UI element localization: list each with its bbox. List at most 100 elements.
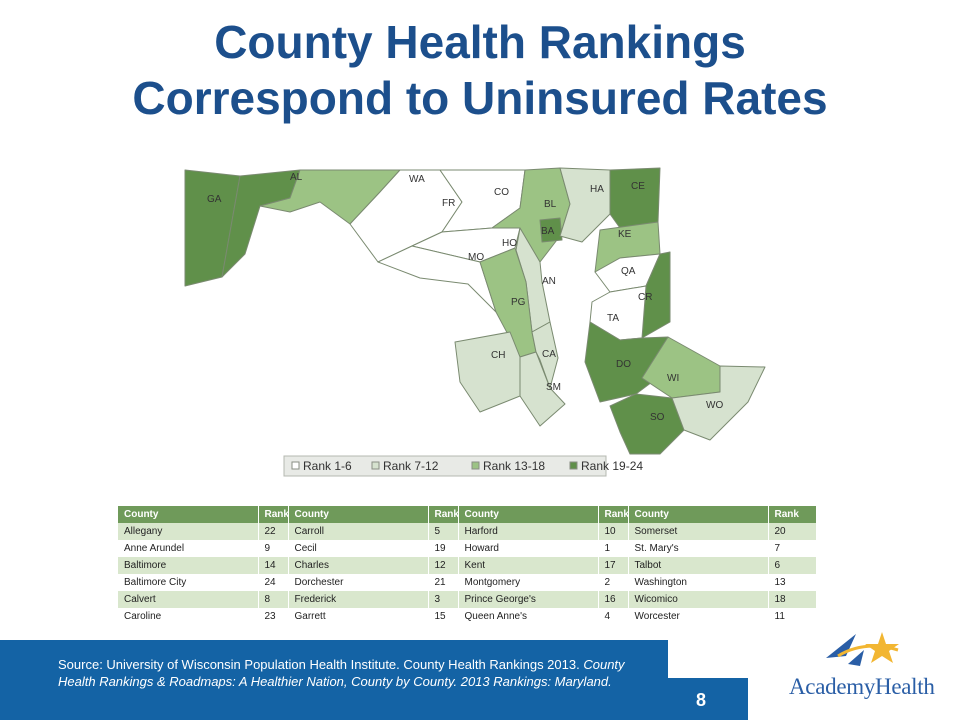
county-label: MO — [468, 252, 484, 263]
county-label: AN — [542, 276, 556, 287]
slide-title-line-2: Correspond to Uninsured Rates — [132, 72, 828, 124]
legend-label: Rank 19-24 — [581, 459, 643, 473]
table-row: Calvert 8 Frederick 3 Prince George's 16… — [118, 591, 817, 608]
table-row: Allegany 22 Carroll 5 Harford 10 Somerse… — [118, 523, 817, 540]
source-title-italic: County Health Rankings & Roadmaps: A Hea… — [58, 657, 625, 689]
table-cell: 15 — [428, 608, 459, 625]
table-row: Anne Arundel 9 Cecil 19 Howard 1 St. Mar… — [118, 540, 817, 557]
table-cell: 1 — [598, 540, 629, 557]
table-cell: 2 — [598, 574, 629, 591]
table-cell: Dorchester — [288, 574, 429, 591]
table-cell: Baltimore — [118, 557, 259, 574]
table-cell: Howard — [458, 540, 599, 557]
county-label: CO — [494, 187, 509, 198]
legend-box — [283, 455, 607, 477]
table-cell: Frederick — [288, 591, 429, 608]
county-wo — [671, 365, 766, 441]
table-cell: Garrett — [288, 608, 429, 625]
column-header: Rank — [768, 506, 817, 523]
table-cell: Harford — [458, 523, 599, 540]
map-svg: GA AL WA FR CO BL BA HA CE KE HO MO AN PG QA CR TA CH CA SM… — [180, 162, 780, 482]
source-citation: Source: University of Wisconsin Populati… — [58, 656, 648, 690]
academyhealth-logo: AcademyHealth — [789, 674, 935, 699]
table-cell: 18 — [768, 591, 817, 608]
table-cell: 16 — [598, 591, 629, 608]
legend-label: Rank 13-18 — [483, 459, 545, 473]
county-label: FR — [442, 198, 455, 209]
table-header-row: County Rank County Rank County Rank Coun… — [118, 506, 817, 523]
table-cell: 14 — [258, 557, 289, 574]
table-cell: 5 — [428, 523, 459, 540]
county-label: TA — [607, 313, 619, 324]
column-header: Rank — [258, 506, 289, 523]
table-cell: 13 — [768, 574, 817, 591]
county-label: SO — [650, 412, 665, 423]
legend-swatch — [291, 461, 300, 470]
table-cell: 12 — [428, 557, 459, 574]
county-label: CA — [542, 349, 556, 360]
table-cell: Cecil — [288, 540, 429, 557]
table-cell: Somerset — [628, 523, 769, 540]
column-header: County — [628, 506, 769, 523]
county-label: KE — [618, 229, 632, 240]
page-number: 8 — [696, 690, 707, 710]
column-header: Rank — [598, 506, 629, 523]
table-cell: Worcester — [628, 608, 769, 625]
slide-title: County Health Rankings Correspond to Uni… — [0, 14, 960, 126]
county-label: WO — [706, 400, 723, 411]
footer-page-strip — [668, 678, 748, 720]
source-text: Source: University of Wisconsin Populati… — [58, 657, 580, 672]
table-cell: St. Mary's — [628, 540, 769, 557]
table-cell: 3 — [428, 591, 459, 608]
county-label: CH — [491, 350, 505, 361]
table-cell: Talbot — [628, 557, 769, 574]
table-cell: Calvert — [118, 591, 259, 608]
maryland-county-map: GA AL WA FR CO BL BA HA CE KE HO MO AN PG QA CR TA CH CA SM… — [180, 162, 780, 482]
county-sm — [519, 351, 566, 427]
table-cell: 11 — [768, 608, 817, 625]
table-cell: 8 — [258, 591, 289, 608]
column-header: County — [118, 506, 259, 523]
legend-swatch — [371, 461, 380, 470]
county-label: HO — [502, 238, 517, 249]
county-label: BA — [541, 226, 555, 237]
county-label: AL — [290, 172, 303, 183]
county-rank-table: County Rank County Rank County Rank Coun… — [118, 506, 817, 625]
county-ce — [609, 167, 661, 229]
table-row: Baltimore City 24 Dorchester 21 Montgome… — [118, 574, 817, 591]
column-header: Rank — [428, 506, 459, 523]
map-legend: Rank 1-6 Rank 7-12 Rank 13-18 Rank 19-24 — [283, 455, 643, 477]
table-cell: Charles — [288, 557, 429, 574]
legend-swatch — [569, 461, 578, 470]
table-cell: Queen Anne's — [458, 608, 599, 625]
county-label: SM — [546, 382, 561, 393]
table-row: Caroline 23 Garrett 15 Queen Anne's 4 Wo… — [118, 608, 817, 625]
table-cell: 9 — [258, 540, 289, 557]
county-label: CE — [631, 181, 645, 192]
column-header: County — [458, 506, 599, 523]
county-label: DO — [616, 359, 631, 370]
table-cell: 7 — [768, 540, 817, 557]
footer-bar — [0, 640, 668, 720]
table-cell: 17 — [598, 557, 629, 574]
table-cell: Carroll — [288, 523, 429, 540]
legend-swatch — [471, 461, 480, 470]
table-cell: 23 — [258, 608, 289, 625]
column-header: County — [288, 506, 429, 523]
table-cell: Anne Arundel — [118, 540, 259, 557]
table-cell: 10 — [598, 523, 629, 540]
table-cell: 6 — [768, 557, 817, 574]
star-swoosh-icon — [826, 632, 899, 666]
table-cell: 21 — [428, 574, 459, 591]
table-row: Baltimore 14 Charles 12 Kent 17 Talbot 6 — [118, 557, 817, 574]
slide-title-line-1: County Health Rankings — [214, 16, 746, 68]
county-label: GA — [207, 194, 222, 205]
county-ba — [539, 217, 563, 243]
county-label: WA — [409, 174, 425, 185]
table-cell: Wicomico — [628, 591, 769, 608]
county-label: WI — [667, 373, 679, 384]
table-cell: Caroline — [118, 608, 259, 625]
county-label: HA — [590, 184, 604, 195]
legend-label: Rank 7-12 — [383, 459, 439, 473]
county-label: BL — [544, 199, 557, 210]
